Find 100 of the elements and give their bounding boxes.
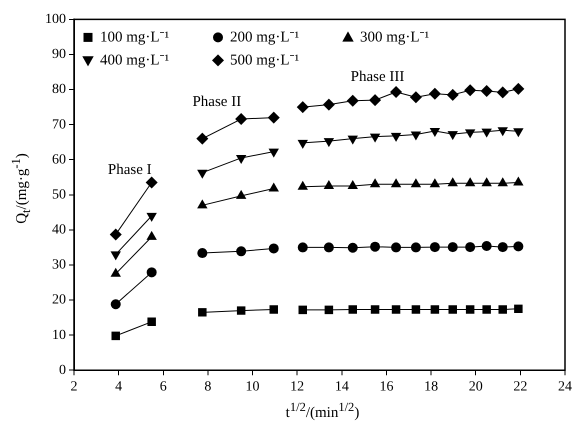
point (110, 299, 121, 310)
point (513, 128, 524, 138)
y-tick-label: 100 (45, 12, 66, 28)
point (348, 305, 357, 314)
x-tick-label: 6 (160, 379, 167, 394)
point (498, 242, 508, 252)
x-tick-label: 8 (204, 379, 212, 394)
legend-label: 400 mg·L⁻¹ (100, 52, 170, 68)
point (514, 304, 523, 314)
point (324, 138, 334, 148)
point (268, 243, 279, 254)
y-tick-label: 80 (52, 82, 66, 98)
legend-label: 500 mg·L⁻¹ (230, 52, 300, 68)
x-tick-label: 20 (468, 379, 483, 394)
point (236, 154, 246, 164)
point (370, 134, 380, 143)
point (390, 86, 402, 98)
point (481, 128, 492, 138)
point (448, 305, 457, 314)
point (236, 246, 246, 256)
point (370, 242, 380, 252)
x-tick-label: 12 (290, 379, 304, 394)
y-tick-label: 70 (52, 117, 66, 132)
point (410, 91, 422, 104)
point (110, 251, 121, 260)
x-tick-label: 14 (334, 379, 349, 394)
annotation: Phase III (350, 69, 404, 86)
y-tick-label: 0 (59, 362, 66, 378)
point (482, 241, 492, 252)
point (268, 112, 280, 124)
point (466, 305, 474, 314)
x-tick-label: 18 (424, 379, 438, 394)
legend-label: 200 mg·L⁻¹ (230, 29, 300, 46)
point (197, 248, 208, 258)
point (268, 148, 279, 158)
point (464, 84, 476, 96)
point (430, 128, 440, 137)
x-axis-title: t$^{1/2}$/(min$^{1/2}$) (284, 400, 360, 422)
point (370, 305, 380, 314)
point (465, 242, 476, 252)
point (348, 136, 358, 145)
x-tick-label: 16 (379, 379, 394, 394)
point (410, 242, 421, 252)
point (482, 305, 491, 314)
y-tick-label: 30 (52, 258, 66, 273)
x-tick-label: 2 (70, 379, 78, 394)
point (412, 305, 420, 314)
y-tick-label: 10 (52, 328, 66, 343)
y-tick-label: 40 (52, 222, 66, 238)
point (392, 305, 400, 314)
point (110, 228, 122, 240)
point (324, 242, 334, 252)
point (322, 98, 335, 111)
point (298, 306, 308, 314)
y-tick-label: 90 (52, 47, 66, 62)
point (446, 88, 459, 101)
point (346, 94, 359, 107)
annotation: Phase I (108, 162, 152, 178)
point (348, 242, 358, 253)
point (111, 332, 120, 340)
point (464, 129, 476, 138)
point (428, 88, 441, 100)
point (147, 318, 156, 326)
point (146, 267, 157, 278)
x-tick-label: 4 (115, 379, 122, 394)
point (448, 242, 458, 252)
x-tick-label: 10 (246, 379, 260, 394)
point (236, 306, 246, 315)
point (410, 131, 422, 140)
x-tick-label: 24 (558, 379, 572, 394)
point (390, 132, 402, 142)
point (498, 127, 508, 136)
point (430, 242, 440, 252)
x-tick-label: 22 (513, 379, 528, 394)
point (298, 242, 308, 252)
point (496, 86, 509, 98)
annotation: Phase II (192, 94, 242, 110)
legend-label: 300 mg·L⁻¹ (360, 29, 430, 46)
point (146, 212, 157, 222)
point (324, 306, 334, 314)
point (513, 241, 524, 252)
legend-label: 100 mg·L⁻¹ (100, 29, 170, 46)
y-tick-label: 50 (52, 187, 66, 202)
point (480, 84, 493, 97)
point (196, 132, 208, 145)
point (270, 305, 278, 314)
point (391, 242, 402, 252)
point (498, 305, 507, 314)
point (298, 140, 308, 149)
point (197, 170, 208, 179)
point (296, 101, 309, 114)
point (146, 176, 158, 189)
y-tick-label: 20 (52, 292, 66, 308)
point (235, 113, 248, 126)
point (448, 131, 458, 140)
point (430, 305, 440, 314)
point (512, 82, 524, 95)
point (198, 308, 207, 317)
y-tick-label: 60 (52, 152, 66, 168)
point (369, 94, 382, 106)
